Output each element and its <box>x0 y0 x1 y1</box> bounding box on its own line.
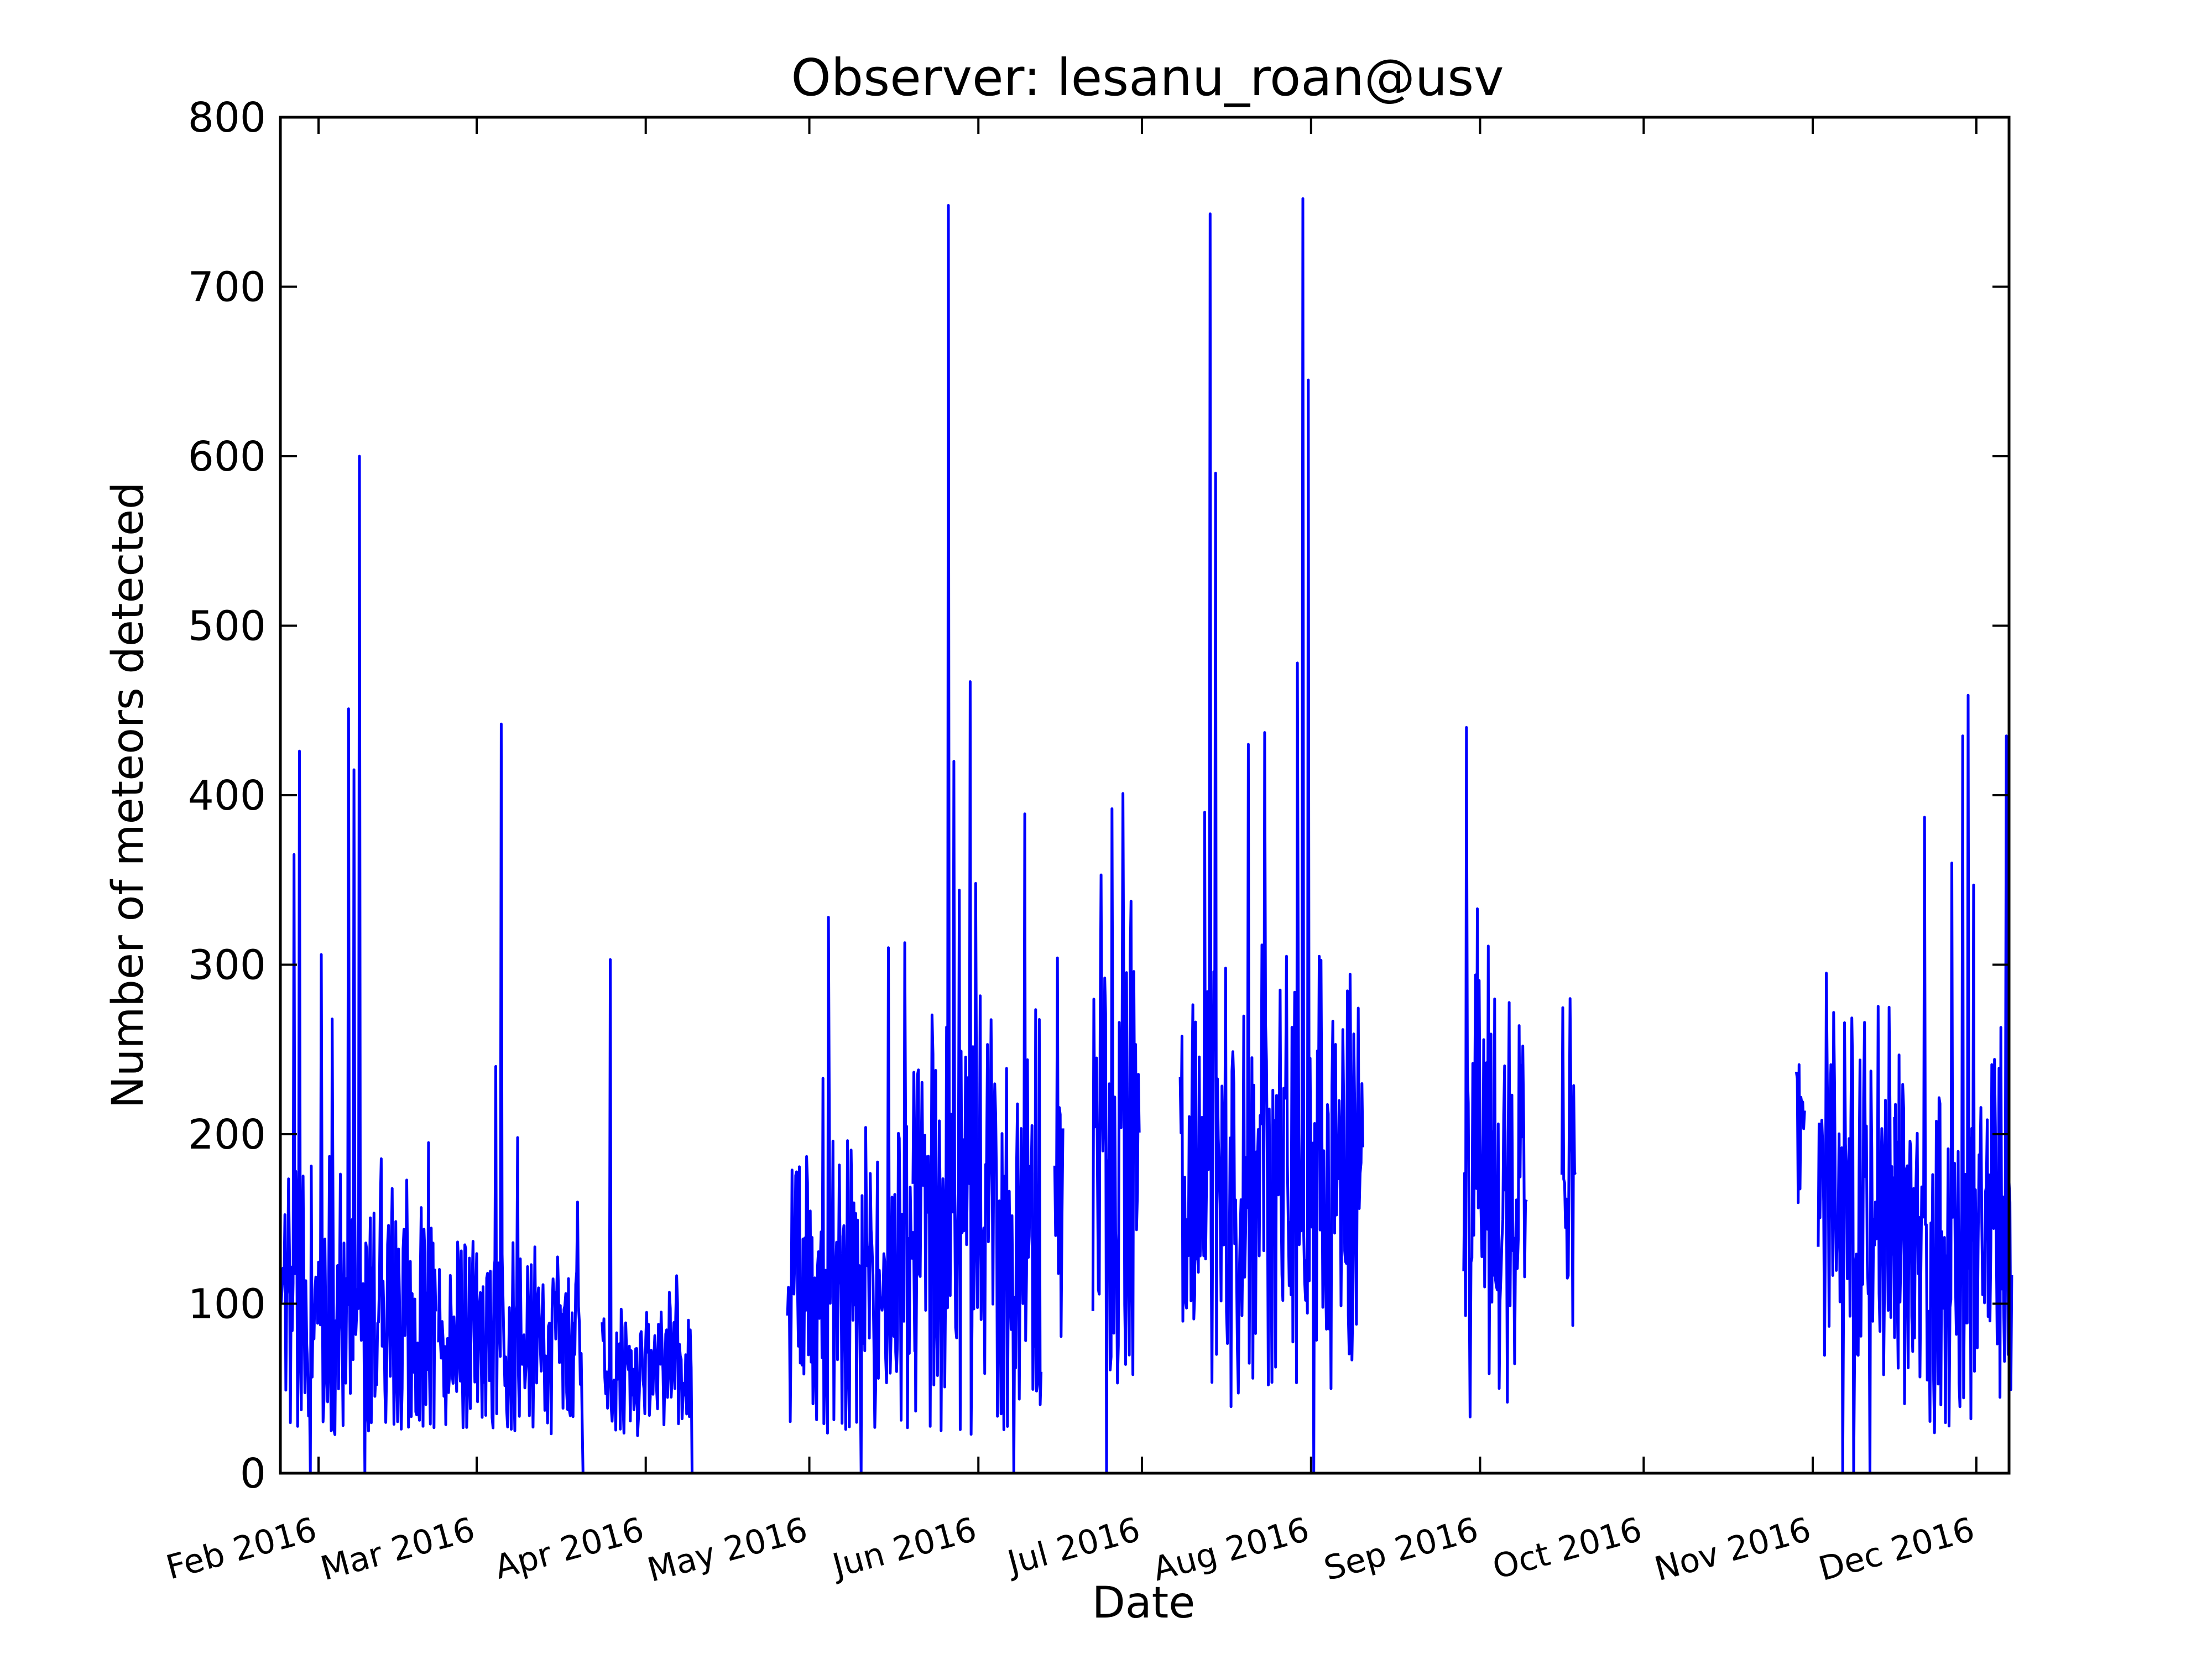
series-line-segment <box>1462 726 1528 1418</box>
series-line-segment <box>1178 197 1364 1475</box>
y-tick-label: 500 <box>188 603 266 650</box>
series-line-segment <box>1053 956 1065 1338</box>
series-line-segment <box>1560 997 1577 1327</box>
series-line-segment <box>1091 792 1141 1475</box>
series-line-segment <box>911 204 1043 1475</box>
y-tick-label: 600 <box>188 433 266 481</box>
y-tick-label: 200 <box>188 1111 266 1159</box>
x-axis-label: Date <box>1092 1578 1195 1628</box>
y-tick-label: 800 <box>188 94 266 142</box>
plot-frame <box>279 116 2011 1475</box>
plot-area <box>279 116 2013 1475</box>
y-tick-label: 400 <box>188 772 266 820</box>
y-tick-label: 100 <box>188 1281 266 1328</box>
series-line-segment <box>279 455 437 1475</box>
series-line-segment <box>1817 972 1899 1475</box>
chart-title: Observer: lesanu_roan@usv <box>791 48 1504 107</box>
y-tick-label: 700 <box>188 264 266 311</box>
data-series <box>279 197 2013 1475</box>
y-tick-label: 300 <box>188 942 266 989</box>
series-line-segment <box>1794 1063 1806 1204</box>
y-tick-label: 0 <box>240 1450 266 1498</box>
series-line-segment <box>601 958 693 1474</box>
y-axis-label: Number of meteors detected <box>103 482 153 1109</box>
series-line-segment <box>786 916 917 1475</box>
y-axis-tick-labels: 0 100 200 300 400 500 600 700 800 <box>188 94 266 1498</box>
series-line-segment <box>1893 693 2013 1434</box>
series-line-segment <box>437 722 585 1474</box>
